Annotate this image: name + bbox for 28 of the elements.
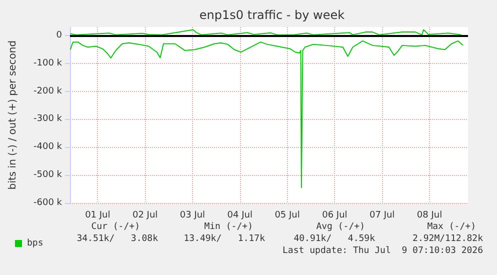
text: Last update: Thu Jul 9 07:10:03 2026 xyxy=(282,246,483,256)
y-tick-label: -200 k xyxy=(34,86,63,96)
x-tick-label: 03 Jul xyxy=(180,210,206,220)
x-tick-label: 06 Jul xyxy=(322,210,348,220)
y-tick-label: -400 k xyxy=(34,142,63,152)
legend-label: bps xyxy=(27,238,44,248)
text: Cur (-/+) xyxy=(91,222,140,232)
line-series xyxy=(70,40,464,188)
y-tick-label: -300 k xyxy=(34,114,63,124)
text: Min (-/+) xyxy=(204,222,253,232)
x-tick-label: 05 Jul xyxy=(274,210,300,220)
text: 34.51k/ 3.08k xyxy=(76,234,158,244)
text: 13.49k/ 1.17k xyxy=(184,234,265,244)
x-tick-label: 07 Jul xyxy=(369,210,395,220)
x-tick-label: 08 Jul xyxy=(416,210,442,220)
chart-title: enp1s0 traffic - by week xyxy=(199,8,345,22)
y-tick-label: 0 xyxy=(56,30,62,40)
y-axis-title: bits in (-) / out (+) per second xyxy=(8,40,18,190)
text: 40.91k/ 4.59k xyxy=(294,234,375,244)
x-tick-label: 02 Jul xyxy=(132,210,158,220)
x-tick-label: 04 Jul xyxy=(227,210,252,220)
text: Avg (-/+) xyxy=(316,222,365,232)
text: Max (-/+) xyxy=(427,222,476,232)
y-tick-label: -600 k xyxy=(34,198,63,208)
y-tick-label: -100 k xyxy=(34,58,63,68)
x-tick-label: 01 Jul xyxy=(85,210,110,220)
text: 2.92M/112.82k xyxy=(412,234,483,244)
y-tick-label: -500 k xyxy=(34,170,63,180)
